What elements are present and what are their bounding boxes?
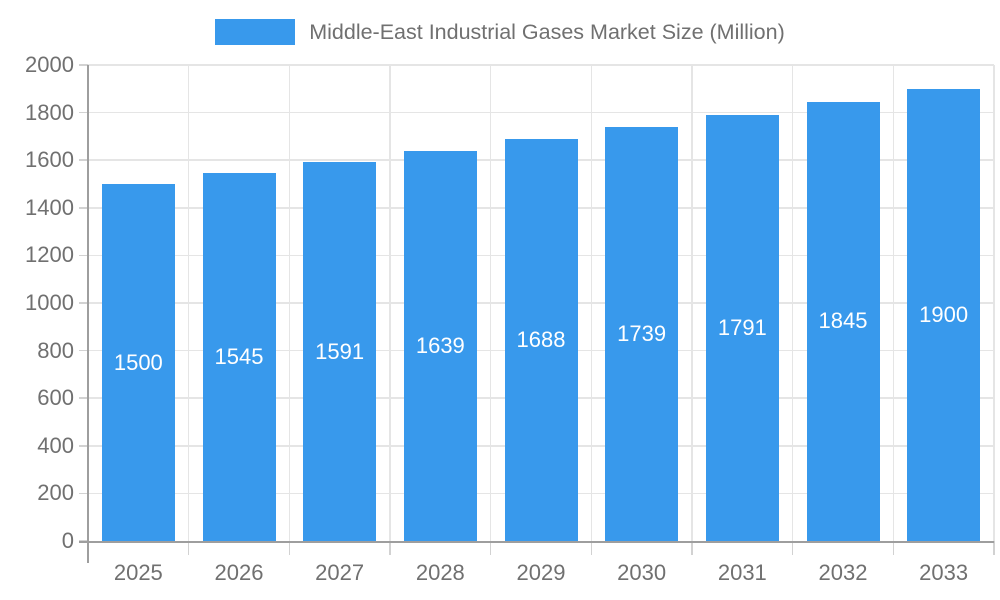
bar[interactable] xyxy=(403,150,477,541)
x-axis-tick xyxy=(489,541,492,555)
x-axis-tick xyxy=(993,541,995,555)
x-axis-tick-label: 2026 xyxy=(214,560,264,585)
gridline-vertical xyxy=(590,65,593,541)
y-axis-tick-label: 1200 xyxy=(25,242,74,268)
gridline-vertical xyxy=(288,65,291,541)
y-axis-tick-label: 2000 xyxy=(25,52,74,77)
x-axis-tick-label: 2027 xyxy=(315,560,365,585)
x-axis-tick xyxy=(892,541,895,555)
gridline-vertical xyxy=(489,65,492,541)
y-axis-tick-label: 0 xyxy=(61,528,74,553)
gridline-vertical xyxy=(187,65,190,541)
bar[interactable] xyxy=(504,139,578,541)
gridline-vertical xyxy=(993,65,995,541)
y-axis-tick-label: 600 xyxy=(37,385,74,411)
y-axis-line xyxy=(87,65,89,563)
x-axis-tick-label: 2031 xyxy=(717,560,767,585)
y-axis-tick-label: 400 xyxy=(37,432,74,458)
bar[interactable] xyxy=(907,88,981,541)
legend[interactable]: Middle-East Industrial Gases Market Size… xyxy=(0,17,1000,47)
y-axis-tick xyxy=(79,207,88,209)
y-axis-tick-label: 800 xyxy=(37,337,74,363)
y-axis-tick-label: 1000 xyxy=(25,290,74,315)
y-axis-tick-label: 1400 xyxy=(25,194,74,220)
x-axis-tick xyxy=(791,541,794,555)
y-axis-tick xyxy=(79,492,88,495)
bar[interactable] xyxy=(605,127,679,541)
y-axis-tick xyxy=(79,397,88,399)
gridline-vertical xyxy=(389,65,391,541)
bar[interactable] xyxy=(303,162,377,541)
x-axis-tick-label: 2029 xyxy=(516,560,566,585)
x-axis-tick-label: 2028 xyxy=(415,560,465,585)
x-axis-tick xyxy=(288,541,291,555)
x-axis-tick xyxy=(389,541,391,555)
x-axis-tick-label: 2032 xyxy=(818,560,868,585)
bar[interactable] xyxy=(705,114,779,541)
gridline-horizontal xyxy=(88,111,994,114)
y-axis-tick-label: 1800 xyxy=(25,99,74,125)
x-axis-tick xyxy=(590,541,593,555)
y-axis-tick xyxy=(79,445,88,447)
legend-label: Middle-East Industrial Gases Market Size… xyxy=(309,19,785,44)
gridline-vertical xyxy=(691,65,693,541)
y-axis-tick xyxy=(79,159,88,161)
y-axis-tick xyxy=(79,302,88,304)
x-axis-tick xyxy=(187,541,190,555)
bar[interactable] xyxy=(101,184,175,541)
x-axis-line xyxy=(79,541,994,543)
legend-swatch-icon xyxy=(215,19,296,45)
gridline-horizontal xyxy=(88,64,994,66)
bar[interactable] xyxy=(806,101,880,541)
gridline-vertical xyxy=(791,65,794,541)
y-axis-tick xyxy=(79,64,88,66)
y-axis-tick xyxy=(79,254,88,257)
y-axis-tick xyxy=(79,111,88,114)
bar[interactable] xyxy=(202,173,276,541)
x-axis-tick-label: 2030 xyxy=(617,560,667,585)
x-axis-tick-label: 2025 xyxy=(113,560,163,585)
x-axis-tick xyxy=(691,541,693,555)
gridline-vertical xyxy=(892,65,895,541)
y-axis-tick xyxy=(79,349,88,352)
y-axis-tick-label: 200 xyxy=(37,480,74,506)
x-axis-tick-label: 2033 xyxy=(919,560,969,585)
y-axis-tick-label: 1600 xyxy=(25,147,74,173)
